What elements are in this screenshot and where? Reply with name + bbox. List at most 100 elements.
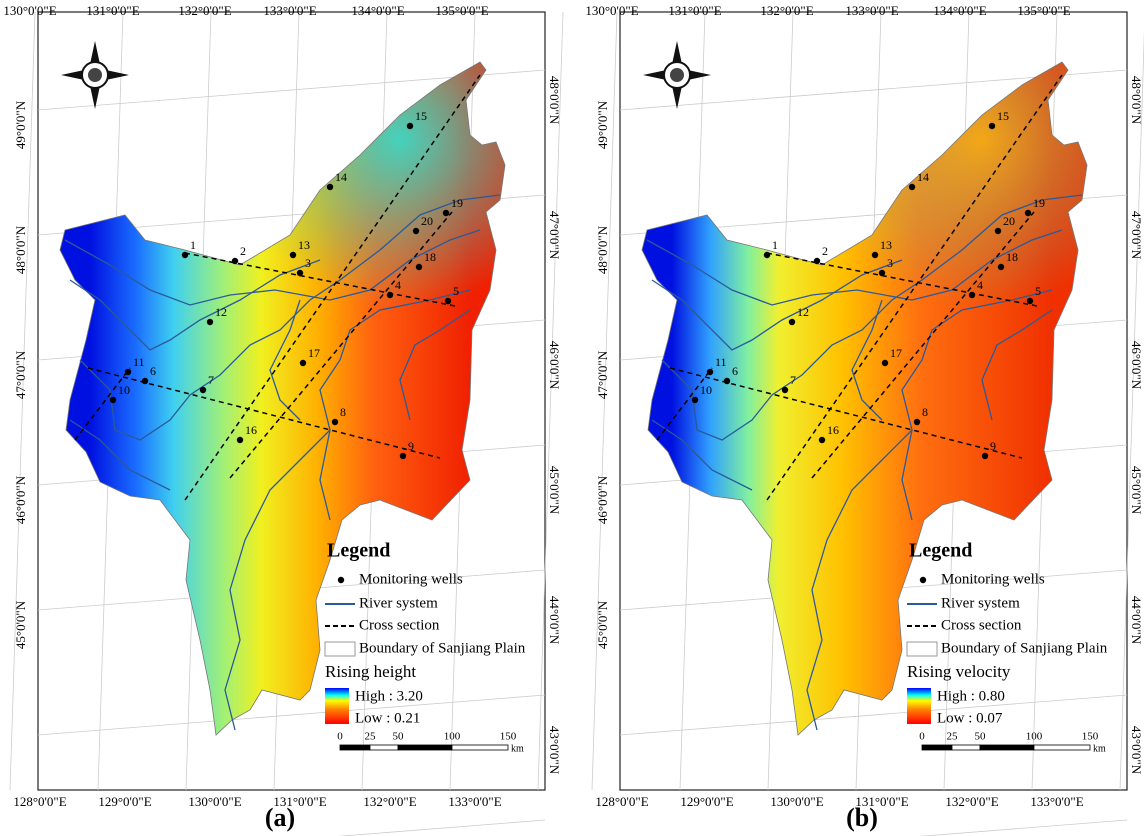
longitude-label: 133°0'0"E (1030, 794, 1083, 809)
graticule (337, 819, 546, 836)
well (109, 396, 117, 404)
latitude-label: 44°0'0"N (547, 596, 562, 645)
well-label: 16 (245, 423, 257, 437)
latitude-label: 47°0'0"N (595, 350, 610, 399)
scale-segment (451, 744, 509, 751)
well (1024, 209, 1032, 217)
well-label: 17 (890, 346, 902, 360)
compass-ring (88, 68, 102, 82)
river (224, 429, 331, 731)
river (399, 309, 471, 421)
ramp-low: Low : 0.21 (355, 710, 420, 726)
longitude-label: 135°0'0"E (1017, 3, 1070, 18)
river (646, 229, 1063, 306)
well-label: 10 (118, 383, 130, 397)
ramp-high: High : 0.80 (937, 688, 1005, 704)
latitude-label: 48°0'0"N (1129, 76, 1144, 125)
well (399, 452, 407, 460)
well (881, 359, 889, 367)
well (908, 183, 916, 191)
compass-ring (670, 68, 684, 82)
ramp (325, 688, 349, 724)
map-panel: 1 234 567891011121314151617181920130°0'0"E… (3, 3, 564, 836)
cross-section (811, 211, 1035, 479)
boundary (641, 61, 1088, 736)
legend-boundary (906, 641, 938, 657)
longitude-label: 131°0'0"E (855, 794, 908, 809)
longitude-label: 132°0'0"E (178, 3, 231, 18)
legend-item: Monitoring wells (941, 571, 1045, 587)
longitude-label: 135°0'0"E (435, 3, 488, 18)
river (319, 289, 471, 521)
well-label: 3 (305, 256, 311, 270)
well-label: 12 (797, 305, 809, 319)
latitude-label: 46°0'0"N (547, 341, 562, 390)
legend-well (337, 576, 345, 584)
well (878, 269, 886, 277)
well-label: 20 (421, 214, 433, 228)
scale-segment (951, 744, 981, 751)
well (299, 359, 307, 367)
well (406, 122, 414, 130)
latitude-label: 47°0'0"N (13, 350, 28, 399)
latitude-label: 45°0'0"N (13, 600, 28, 649)
river (64, 229, 481, 306)
well (412, 227, 420, 235)
legend-item: Monitoring wells (359, 571, 463, 587)
scale-segment (339, 744, 371, 751)
well-label: 19 (451, 196, 463, 210)
scale-label: 50 (393, 731, 405, 743)
well-label: 11 (133, 355, 145, 369)
well (723, 377, 731, 385)
ramp-title: Rising velocity (907, 662, 1011, 681)
well-label: 17 (308, 346, 320, 360)
latitude-label: 48°0'0"N (13, 225, 28, 274)
latitude-label: 44°0'0"N (1129, 596, 1144, 645)
well-label: 4 (977, 278, 983, 292)
well-label: 7 (208, 373, 214, 387)
well (181, 251, 189, 259)
well (386, 291, 394, 299)
cross-section (656, 367, 713, 441)
scale-label: 150 (500, 731, 517, 743)
longitude-label: 133°0'0"E (845, 3, 898, 18)
boundary (59, 61, 506, 736)
well (818, 436, 826, 444)
well (415, 263, 423, 271)
cross-section (87, 367, 441, 459)
river (901, 289, 1053, 521)
scale-segment (921, 744, 953, 751)
well-label: 19 (1033, 196, 1045, 210)
legend-item: Boundary of Sanjiang Plain (359, 640, 526, 656)
well (813, 257, 821, 265)
longitude-label: 130°0'0"E (3, 3, 56, 18)
longitude-label: 129°0'0"E (680, 794, 733, 809)
well-label: 8 (922, 405, 928, 419)
river (69, 419, 171, 491)
legend-boundary (324, 641, 356, 657)
river (651, 419, 753, 491)
well (326, 183, 334, 191)
cross-section (74, 367, 131, 441)
latitude-label: 47°0'0"N (547, 211, 562, 260)
river (69, 259, 321, 351)
well-label: 16 (827, 423, 839, 437)
well-label: 9 (990, 439, 996, 453)
well-label: 3 (887, 256, 893, 270)
latitude-label: 45°0'0"N (595, 600, 610, 649)
well-label: 18 (1006, 250, 1018, 264)
well-label: 7 (790, 373, 796, 387)
longitude-label: 134°0'0"E (351, 3, 404, 18)
latitude-label: 45°0'0"N (1129, 466, 1144, 515)
legend-item: Boundary of Sanjiang Plain (941, 640, 1108, 656)
scale-label: 50 (975, 731, 987, 743)
cross-section (766, 252, 1038, 307)
longitude-label: 131°0'0"E (273, 794, 326, 809)
well (981, 452, 989, 460)
well-label: 18 (424, 250, 436, 264)
well (994, 227, 1002, 235)
well-label: 14 (917, 170, 929, 184)
river (806, 429, 913, 731)
ramp-title: Rising height (325, 662, 416, 681)
longitude-label: 128°0'0"E (595, 794, 648, 809)
